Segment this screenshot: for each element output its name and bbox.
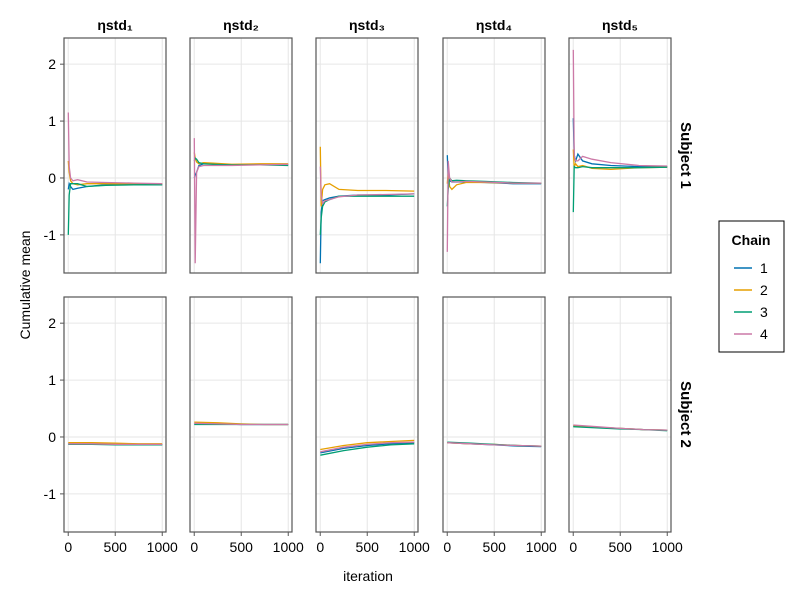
panel-1-4 [442,37,546,274]
column-title: ηstd₁ [97,17,133,33]
x-tick-label: 1000 [273,539,304,555]
y-axis-label: Cumulative mean [17,231,33,340]
y-tick-label: 0 [48,429,56,445]
legend-entry-label: 2 [760,282,768,298]
panel-2-1: -1 0 1 2 0 500 1000 [44,296,178,555]
legend-box [718,220,785,353]
panel-frame [189,37,293,274]
series-chain-4 [193,138,289,264]
row-label: Subject 1 [677,122,694,189]
legend-entry-label: 4 [760,326,768,342]
legend: Chain 1 2 3 4 [718,220,785,353]
column-title: ηstd₂ [223,17,259,33]
x-tick-label: 1000 [399,539,430,555]
panel-frame [63,37,167,274]
y-tick-label: -1 [44,227,57,243]
series-chain-2 [193,152,289,165]
x-tick-label: 500 [356,539,380,555]
x-tick-label: 0 [569,539,577,555]
column-title: ηstd₄ [476,17,512,33]
series-chain-4 [446,160,542,252]
x-tick-label: 500 [609,539,633,555]
y-tick-label: -1 [44,486,57,502]
series-chain-2 [320,439,415,451]
column-title: ηstd₅ [602,17,638,33]
panel-1-5 [568,37,672,274]
series-chain-4 [320,441,415,453]
panel-1-3 [315,37,419,274]
y-tick-label: 1 [48,372,56,388]
x-tick-label: 0 [316,539,324,555]
panel-1-2 [189,37,293,274]
x-tick-label: 1000 [147,539,178,555]
series-chain-4 [67,112,163,185]
series-chain-4 [447,442,542,447]
panel-2-5: 0 500 1000 [568,296,683,555]
x-tick-label: 1000 [652,539,683,555]
y-tick-label: 1 [48,113,56,129]
x-tick-label: 500 [104,539,128,555]
x-tick-label: 0 [64,539,72,555]
panel-frame [315,37,419,274]
panel-2-2: 0 500 1000 [189,296,304,555]
row-label: Subject 2 [677,381,694,448]
y-tick-label: 2 [48,56,56,72]
series-chain-4 [194,422,289,426]
series-chain-1 [320,442,415,454]
x-axis-label: iteration [343,568,393,584]
panel-1-1: -1 0 1 2 [44,37,167,274]
series-chain-3 [572,165,668,213]
series-chain-4 [572,49,668,167]
legend-entry-label: 3 [760,304,768,320]
panel-2-4: 0 500 1000 [442,296,557,555]
y-tick-label: 0 [48,170,56,186]
series-chain-3 [67,183,163,235]
x-tick-label: 1000 [526,539,557,555]
panel-frame [442,37,546,274]
series-chain-4 [573,424,668,431]
y-tick-label: 2 [48,315,56,331]
legend-entry-label: 1 [760,260,768,276]
series-chain-3 [320,443,415,456]
x-tick-label: 500 [483,539,507,555]
column-title: ηstd₃ [349,17,385,33]
panel-frame [568,37,672,274]
legend-title: Chain [732,232,771,248]
series-chain-4 [319,166,415,206]
x-tick-label: 500 [230,539,254,555]
series-chain-4 [68,443,163,446]
x-tick-label: 0 [443,539,451,555]
x-tick-label: 0 [190,539,198,555]
panel-2-3: 0 500 1000 [315,296,430,555]
